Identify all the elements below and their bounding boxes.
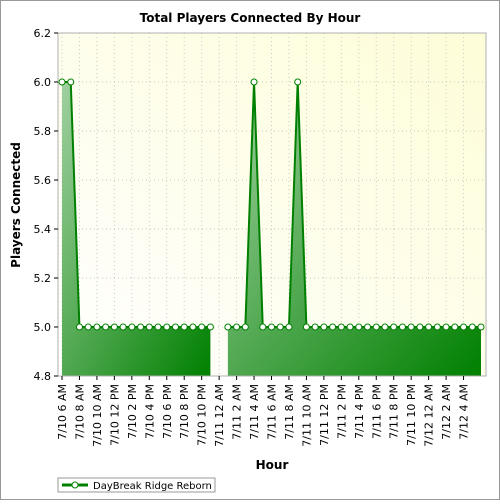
data-point <box>189 323 197 331</box>
data-point <box>346 323 354 331</box>
chart-title: Total Players Connected By Hour <box>140 11 361 25</box>
data-point <box>416 323 424 331</box>
x-tick-label: 7/11 6 PM <box>370 384 383 439</box>
data-point <box>451 323 459 331</box>
data-point <box>302 323 310 331</box>
data-point <box>337 323 345 331</box>
data-point <box>425 323 433 331</box>
data-point <box>137 323 145 331</box>
data-point <box>180 323 188 331</box>
x-tick-label: 7/12 12 AM <box>423 384 436 447</box>
y-tick-label: 6.0 <box>34 76 52 89</box>
data-point <box>364 323 372 331</box>
data-point <box>119 323 127 331</box>
data-point <box>128 323 136 331</box>
data-point <box>145 323 153 331</box>
data-point <box>110 323 118 331</box>
series-area-fill <box>227 82 481 376</box>
data-point <box>93 323 101 331</box>
x-tick-label: 7/10 2 PM <box>126 384 139 439</box>
data-point <box>372 323 380 331</box>
data-point <box>206 323 214 331</box>
x-tick-label: 7/11 12 PM <box>318 384 331 446</box>
x-axis-label: Hour <box>256 458 289 472</box>
y-tick-label: 5.0 <box>34 321 52 334</box>
data-point <box>477 323 485 331</box>
x-tick-label: 7/11 10 AM <box>300 384 313 447</box>
data-point <box>171 323 179 331</box>
data-point <box>433 323 441 331</box>
y-tick-label: 5.4 <box>34 223 52 236</box>
x-tick-label: 7/11 8 PM <box>388 384 401 439</box>
data-point <box>468 323 476 331</box>
x-tick-label: 7/10 10 AM <box>91 384 104 447</box>
x-tick-label: 7/11 8 AM <box>283 384 296 440</box>
data-point <box>224 323 232 331</box>
legend-swatch-marker <box>71 481 79 489</box>
series-area-fill <box>62 82 211 376</box>
data-point <box>442 323 450 331</box>
data-point <box>259 323 267 331</box>
series-points <box>58 78 485 331</box>
data-point <box>250 78 258 86</box>
x-tick-label: 7/10 8 PM <box>178 384 191 439</box>
y-tick-label: 6.2 <box>34 27 52 40</box>
x-tick-label: 7/11 12 AM <box>213 384 226 447</box>
x-tick-label: 7/11 10 PM <box>405 384 418 446</box>
data-point <box>67 78 75 86</box>
x-tick-label: 7/12 2 AM <box>440 384 453 440</box>
data-point <box>84 323 92 331</box>
data-point <box>154 323 162 331</box>
x-tick-label: 7/11 2 PM <box>335 384 348 439</box>
legend-box <box>57 477 216 493</box>
x-axis-ticks: 7/10 6 AM 7/10 8 AM 7/10 10 AM 7/10 12 PM 7/… <box>56 376 471 447</box>
legend: DayBreak Ridge Reborn <box>57 477 216 493</box>
x-tick-label: 7/10 12 PM <box>108 384 121 446</box>
x-tick-label: 7/10 4 PM <box>143 384 156 439</box>
plot-area <box>58 33 486 376</box>
data-point <box>268 323 275 331</box>
data-point <box>102 323 110 331</box>
data-point <box>294 78 302 86</box>
legend-entry-label: DayBreak Ridge Reborn <box>93 481 212 492</box>
y-axis-label: Players Connected <box>9 142 23 268</box>
data-point <box>390 323 398 331</box>
data-point <box>398 323 406 331</box>
data-point <box>381 323 389 331</box>
x-tick-label: 7/10 6 AM <box>56 384 69 440</box>
data-point <box>407 323 415 331</box>
data-point <box>311 323 319 331</box>
x-tick-label: 7/11 4 PM <box>353 384 366 439</box>
data-point <box>285 323 293 331</box>
data-point <box>163 323 171 331</box>
x-tick-label: 7/11 4 AM <box>248 384 261 440</box>
data-point <box>460 323 468 331</box>
x-tick-label: 7/12 4 AM <box>458 384 471 440</box>
y-tick-label: 5.6 <box>34 174 52 187</box>
data-point <box>198 323 206 331</box>
x-tick-label: 7/10 8 AM <box>73 384 86 440</box>
x-tick-label: 7/10 6 PM <box>161 384 174 439</box>
y-tick-label: 5.8 <box>34 125 52 138</box>
y-tick-label: 4.8 <box>34 370 52 383</box>
data-point <box>58 78 66 86</box>
x-tick-label: 7/11 6 AM <box>266 384 279 440</box>
y-axis-ticks: 4.8 5.0 5.2 5.4 5.6 5.8 6.0 6.2 <box>34 27 58 383</box>
data-point <box>241 323 249 331</box>
y-tick-label: 5.2 <box>34 272 52 285</box>
data-point <box>276 323 284 331</box>
data-point <box>329 323 337 331</box>
data-point <box>320 323 328 331</box>
data-point <box>75 323 83 331</box>
data-point <box>233 323 241 331</box>
x-tick-label: 7/11 2 AM <box>231 384 244 440</box>
x-tick-label: 7/10 10 PM <box>196 384 209 446</box>
data-point <box>355 323 363 331</box>
